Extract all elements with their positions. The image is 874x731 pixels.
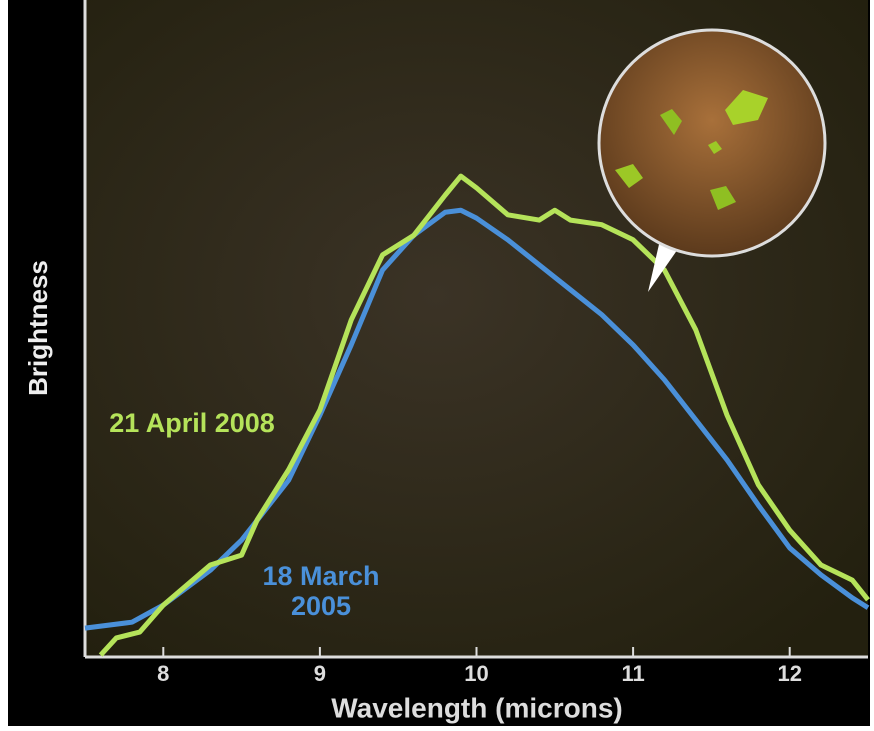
x-tick-label: 12 — [777, 661, 801, 686]
x-axis-title: Wavelength (microns) — [331, 692, 622, 723]
chart: Brightness Wavelength (microns) 8 9 10 11 12 — [0, 0, 874, 731]
series-label: 18 March 2005 — [236, 561, 406, 621]
x-tick-label: 11 — [621, 661, 644, 686]
x-tick-label: 8 — [157, 661, 169, 686]
x-tick-label: 10 — [464, 661, 488, 686]
page: Brightness Wavelength (microns) 8 9 10 11 12… — [0, 0, 874, 731]
x-tick-label: 9 — [314, 661, 326, 686]
series-label: 21 April 2008 — [107, 408, 277, 438]
y-axis-title: Brightness — [23, 260, 53, 396]
